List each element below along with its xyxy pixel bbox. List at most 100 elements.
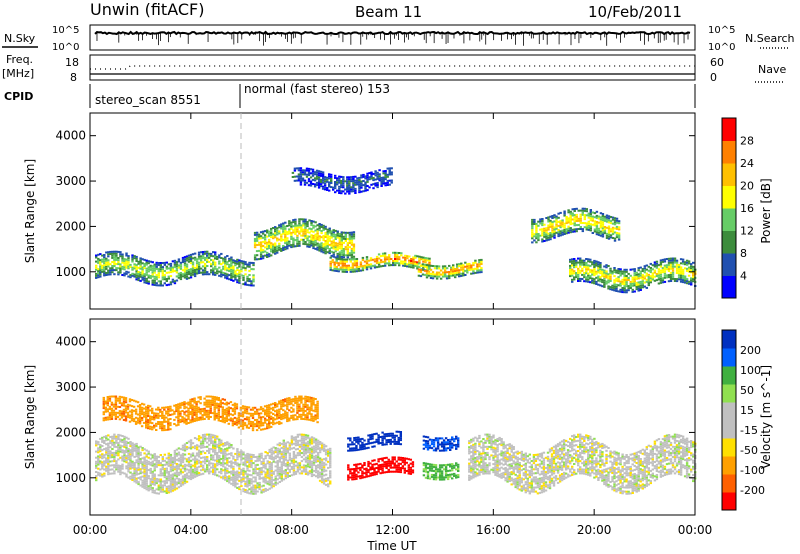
velocity-cell bbox=[278, 444, 282, 447]
velocity-cell bbox=[210, 440, 213, 442]
velocity-cell bbox=[230, 466, 233, 469]
velocity-cell bbox=[383, 465, 386, 468]
velocity-cell bbox=[300, 470, 304, 473]
power-cell bbox=[210, 269, 213, 272]
velocity-cell bbox=[424, 476, 428, 479]
velocity-cell bbox=[397, 430, 400, 433]
power-cell bbox=[303, 169, 307, 172]
power-cell bbox=[679, 276, 683, 279]
velocity-cell bbox=[123, 441, 126, 444]
power-cell bbox=[294, 224, 297, 227]
power-cell bbox=[278, 230, 281, 233]
velocity-cell bbox=[393, 440, 396, 443]
power-cell bbox=[315, 175, 319, 178]
power-cell bbox=[222, 271, 225, 274]
velocity-cell bbox=[201, 456, 205, 459]
velocity-cell bbox=[137, 446, 140, 449]
velocity-cell bbox=[314, 458, 318, 461]
velocity-cell bbox=[103, 462, 106, 465]
velocity-cell bbox=[316, 458, 320, 461]
velocity-cell bbox=[373, 445, 376, 448]
velocity-cell bbox=[191, 452, 195, 455]
power-cell bbox=[535, 229, 538, 232]
velocity-cell bbox=[351, 447, 354, 450]
power-cell bbox=[280, 223, 283, 226]
velocity-cell bbox=[175, 481, 179, 484]
velocity-cell bbox=[153, 473, 156, 476]
power-cell bbox=[309, 180, 313, 183]
velocity-cell bbox=[304, 470, 308, 473]
power-cell bbox=[649, 275, 653, 278]
power-cell bbox=[336, 232, 339, 235]
power-cell bbox=[677, 272, 681, 275]
power-cell bbox=[284, 238, 287, 240]
velocity-cell bbox=[318, 479, 322, 482]
power-cell bbox=[349, 270, 353, 273]
velocity-cell bbox=[401, 467, 405, 470]
velocity-cell bbox=[135, 449, 138, 452]
velocity-cell bbox=[173, 486, 177, 489]
power-cell bbox=[579, 228, 582, 230]
velocity-cell bbox=[212, 471, 215, 473]
power-cell bbox=[276, 229, 279, 232]
power-cell bbox=[304, 241, 307, 243]
power-cell bbox=[386, 181, 389, 184]
velocity-cell bbox=[153, 463, 156, 466]
velocity-cell bbox=[351, 476, 354, 479]
power-cell bbox=[169, 281, 173, 284]
power-cell bbox=[384, 174, 387, 176]
velocity-cell bbox=[426, 477, 430, 480]
power-cell bbox=[537, 239, 540, 242]
power-cell bbox=[340, 245, 344, 248]
power-cell bbox=[274, 230, 277, 233]
power-cell bbox=[290, 227, 293, 230]
velocity-cell bbox=[316, 470, 320, 473]
velocity-cell bbox=[208, 452, 211, 454]
power-cell bbox=[284, 233, 287, 236]
velocity-cell bbox=[278, 477, 282, 479]
power-cell bbox=[597, 269, 600, 272]
power-cell bbox=[334, 248, 337, 251]
power-cell bbox=[308, 219, 311, 222]
power-cell bbox=[309, 168, 313, 171]
velocity-cell bbox=[212, 442, 215, 445]
power-cell bbox=[601, 235, 605, 238]
power-cell bbox=[296, 238, 299, 241]
power-cell bbox=[263, 230, 267, 233]
power-cell bbox=[155, 278, 158, 281]
velocity-cell bbox=[310, 475, 314, 478]
power-cell bbox=[321, 187, 325, 190]
power-cell bbox=[551, 215, 554, 217]
power-cell bbox=[573, 228, 576, 231]
power-cell bbox=[621, 291, 624, 294]
velocity-cell bbox=[282, 443, 286, 446]
power-cell bbox=[593, 272, 596, 275]
power-cell bbox=[276, 239, 279, 242]
power-cell bbox=[248, 265, 251, 268]
power-cell bbox=[163, 276, 167, 279]
power-cell bbox=[629, 287, 632, 289]
power-cell bbox=[224, 260, 227, 263]
velocity-cell bbox=[320, 475, 324, 478]
velocity-cell bbox=[373, 441, 376, 444]
velocity-cell bbox=[173, 453, 177, 456]
power-cell bbox=[183, 258, 187, 261]
power-cell bbox=[350, 190, 353, 193]
velocity-cell bbox=[310, 446, 314, 449]
velocity-cell bbox=[143, 464, 146, 467]
power-cell bbox=[332, 188, 335, 191]
velocity-cell bbox=[393, 464, 396, 467]
velocity-cell bbox=[258, 483, 261, 486]
velocity-cell bbox=[250, 486, 253, 489]
velocity-cell bbox=[298, 445, 302, 448]
velocity-cell bbox=[302, 442, 306, 444]
velocity-cell bbox=[131, 479, 134, 481]
velocity-cell bbox=[95, 442, 98, 445]
power-cell bbox=[135, 255, 138, 258]
power-cell bbox=[103, 264, 106, 267]
power-cell bbox=[300, 228, 303, 231]
velocity-cell bbox=[248, 484, 251, 487]
power-cell bbox=[348, 235, 352, 238]
power-cell bbox=[315, 184, 319, 186]
velocity-cell bbox=[367, 471, 370, 474]
